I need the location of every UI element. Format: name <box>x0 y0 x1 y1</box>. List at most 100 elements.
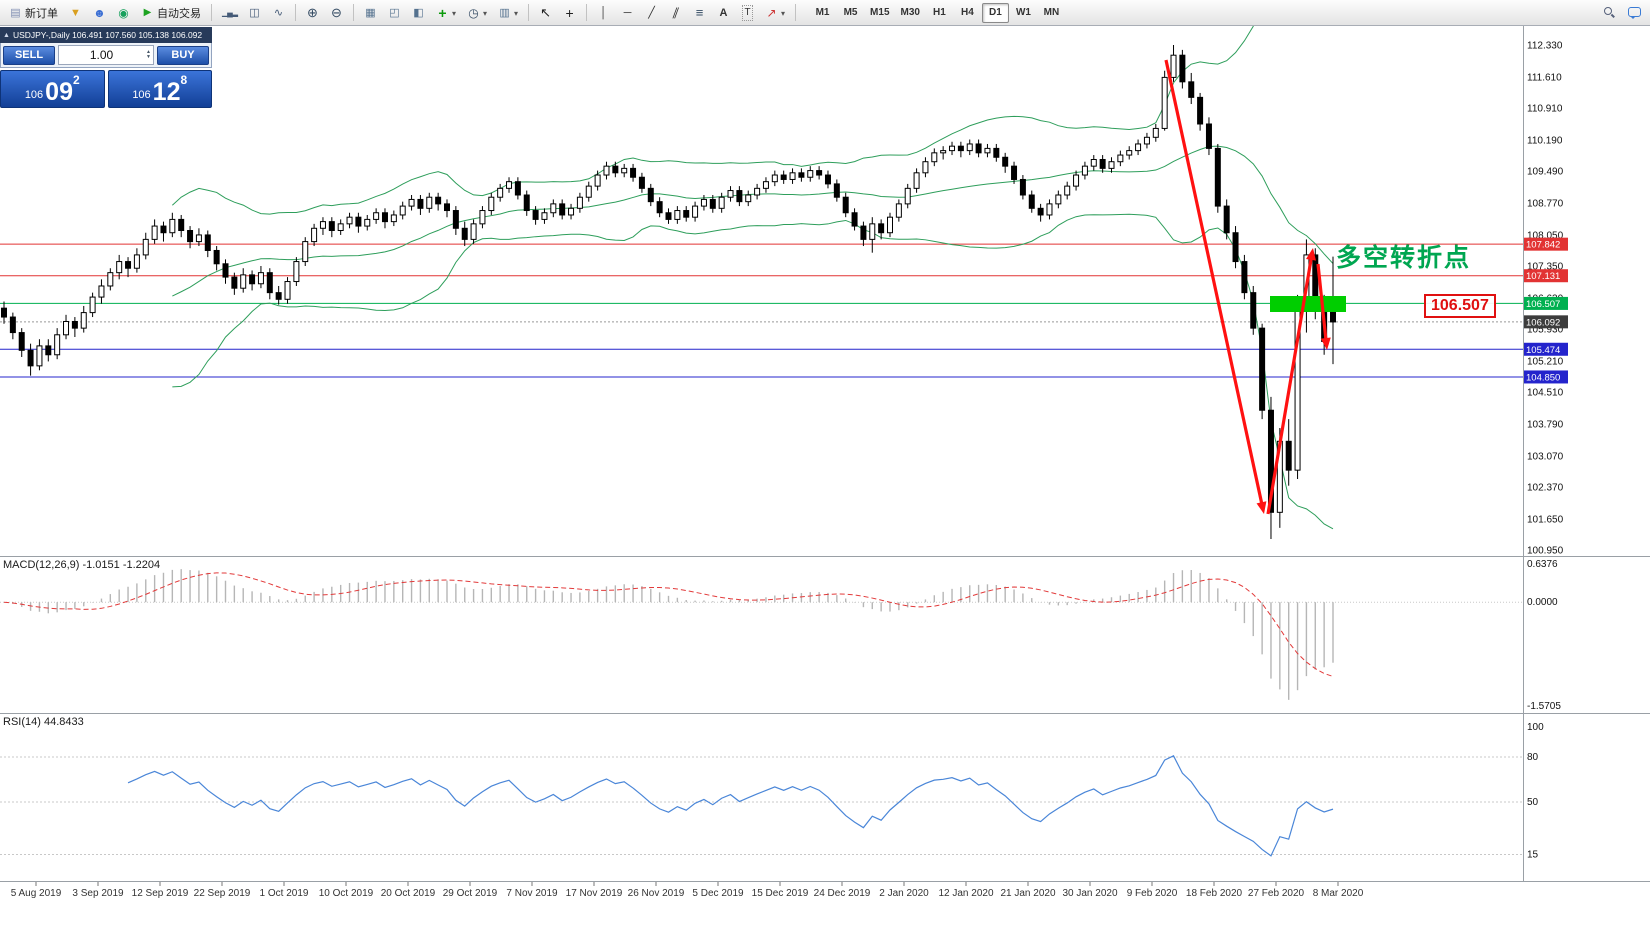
timeframe-h1[interactable]: H1 <box>933 6 946 18</box>
horizontal-line-button[interactable] <box>616 1 639 25</box>
svg-text:-1.5705: -1.5705 <box>1527 701 1561 712</box>
new-order-button-label: 新订单 <box>25 7 58 20</box>
text-label-button[interactable] <box>736 1 759 25</box>
community-button[interactable] <box>88 1 111 25</box>
timeframe-m30[interactable]: M30 <box>900 6 920 18</box>
tile-windows-button[interactable] <box>383 1 406 25</box>
svg-text:5 Dec 2019: 5 Dec 2019 <box>692 888 744 899</box>
svg-text:0.0000: 0.0000 <box>1527 597 1558 608</box>
main-toolbar: 新订单 自动交易 M1 M5 M15 M30 H1 H4 D1 W1 MN <box>0 0 1650 26</box>
toolbar-separator <box>795 4 797 21</box>
grid-button[interactable] <box>359 1 382 25</box>
volume-input[interactable] <box>59 46 145 64</box>
macd-pane[interactable] <box>0 569 1523 700</box>
one-click-prices: 106 09 2 106 12 8 <box>0 70 212 108</box>
svg-text:100: 100 <box>1527 722 1544 733</box>
fib-icon <box>693 6 706 20</box>
buy-price-panel[interactable]: 106 12 8 <box>107 70 212 108</box>
main-pane[interactable] <box>0 0 1523 539</box>
arrows-button[interactable] <box>760 1 790 25</box>
macd-axis[interactable]: 0.6376 0.0000 -1.5705 <box>1527 559 1561 712</box>
rsi-axis[interactable]: 100 80 50 15 <box>1527 722 1544 861</box>
cascade-windows-button[interactable] <box>407 1 430 25</box>
macd-signal-line <box>3 572 1334 677</box>
level-price-label[interactable]: 106.507 <box>1424 294 1496 318</box>
bollinger-upper <box>172 26 1254 215</box>
bar-chart-button[interactable] <box>217 1 242 25</box>
volume-down-icon[interactable]: ▼ <box>146 54 151 60</box>
form-icon <box>9 6 22 20</box>
equidistant-channel-button[interactable] <box>664 1 687 25</box>
timeframe-w1[interactable]: W1 <box>1015 6 1031 18</box>
candlestick-chart-button[interactable] <box>243 1 266 25</box>
svg-text:22 Sep 2019: 22 Sep 2019 <box>194 888 251 899</box>
bars-icon <box>222 6 237 20</box>
fibonacci-button[interactable] <box>688 1 711 25</box>
text-button[interactable] <box>712 1 735 25</box>
sell-price-panel[interactable]: 106 09 2 <box>0 70 105 108</box>
new-order-button[interactable]: 新订单 <box>4 1 63 25</box>
arrows-icon <box>765 6 778 20</box>
rsi-pane[interactable] <box>0 755 1523 857</box>
indicators-button[interactable] <box>431 1 461 25</box>
crosshair-button[interactable] <box>558 1 581 25</box>
date-axis[interactable]: 5 Aug 2019 3 Sep 2019 12 Sep 2019 22 Sep 20… <box>11 882 1364 899</box>
chat-button[interactable] <box>1623 1 1646 25</box>
pane-separators[interactable] <box>0 26 1650 882</box>
trend-icon <box>645 6 658 20</box>
sell-price-pips: 09 <box>45 78 73 106</box>
chart-quote-header[interactable]: ▲ USDJPY-,Daily 106.491 107.560 105.138 … <box>0 27 212 43</box>
svg-text:2 Jan 2020: 2 Jan 2020 <box>879 888 929 899</box>
volume-up-icon[interactable]: ▲ <box>146 49 151 55</box>
chart-objects[interactable] <box>1164 59 1346 515</box>
zoomout-icon <box>330 6 343 20</box>
person-icon <box>93 6 106 20</box>
line-chart-button[interactable] <box>267 1 290 25</box>
buy-button[interactable]: BUY <box>157 45 209 65</box>
hline-icon <box>621 6 634 20</box>
periods-button[interactable] <box>462 1 492 25</box>
funnel-icon <box>69 6 82 20</box>
zoom-in-button[interactable] <box>301 1 324 25</box>
svg-text:7 Nov 2019: 7 Nov 2019 <box>506 888 558 899</box>
vertical-line-button[interactable] <box>592 1 615 25</box>
support-button[interactable] <box>112 1 135 25</box>
turning-point-annotation[interactable]: 多空转折点 <box>1336 243 1472 272</box>
price-axis[interactable]: 112.330 111.610 110.910 110.190 109.490 108.7… <box>1524 40 1568 557</box>
svg-text:109.490: 109.490 <box>1527 167 1564 178</box>
trendline-button[interactable] <box>640 1 663 25</box>
timeframe-d1[interactable]: D1 <box>981 2 1009 23</box>
collapse-arrow-icon[interactable]: ▲ <box>3 31 10 39</box>
text-icon <box>717 6 730 20</box>
circle-icon <box>117 6 130 20</box>
svg-text:3 Sep 2019: 3 Sep 2019 <box>72 888 124 899</box>
dropdown-caret-icon <box>483 7 487 19</box>
toolbar-separator <box>528 4 530 21</box>
play-icon <box>141 6 154 20</box>
auto-trading-button[interactable]: 自动交易 <box>136 1 206 25</box>
timeframe-m15[interactable]: M15 <box>870 6 890 18</box>
timeframe-h4[interactable]: H4 <box>961 6 974 18</box>
cursor-button[interactable] <box>534 1 557 25</box>
svg-text:108.050: 108.050 <box>1527 230 1564 241</box>
svg-text:8 Mar 2020: 8 Mar 2020 <box>1313 888 1364 899</box>
sell-button[interactable]: SELL <box>3 45 55 65</box>
svg-text:105.210: 105.210 <box>1527 356 1564 367</box>
cross-icon <box>563 6 576 20</box>
svg-text:15 Dec 2019: 15 Dec 2019 <box>752 888 809 899</box>
zoom-out-button[interactable] <box>325 1 348 25</box>
svg-text:103.070: 103.070 <box>1527 451 1564 462</box>
timeframe-mn[interactable]: MN <box>1043 6 1060 18</box>
templates-button[interactable] <box>493 1 523 25</box>
svg-text:106.507: 106.507 <box>1526 299 1560 310</box>
svg-text:21 Jan 2020: 21 Jan 2020 <box>1000 888 1055 899</box>
search-button[interactable] <box>1599 1 1622 25</box>
timeframe-m5[interactable]: M5 <box>843 6 858 18</box>
svg-text:0.6376: 0.6376 <box>1527 559 1558 570</box>
deposit-button[interactable] <box>64 1 87 25</box>
auto-trading-button-label: 自动交易 <box>157 7 201 20</box>
zoomin-icon <box>306 6 319 20</box>
macd-indicator-label: MACD(12,26,9) -1.0151 -1.2204 <box>3 559 161 571</box>
timeframe-m1[interactable]: M1 <box>815 6 830 18</box>
